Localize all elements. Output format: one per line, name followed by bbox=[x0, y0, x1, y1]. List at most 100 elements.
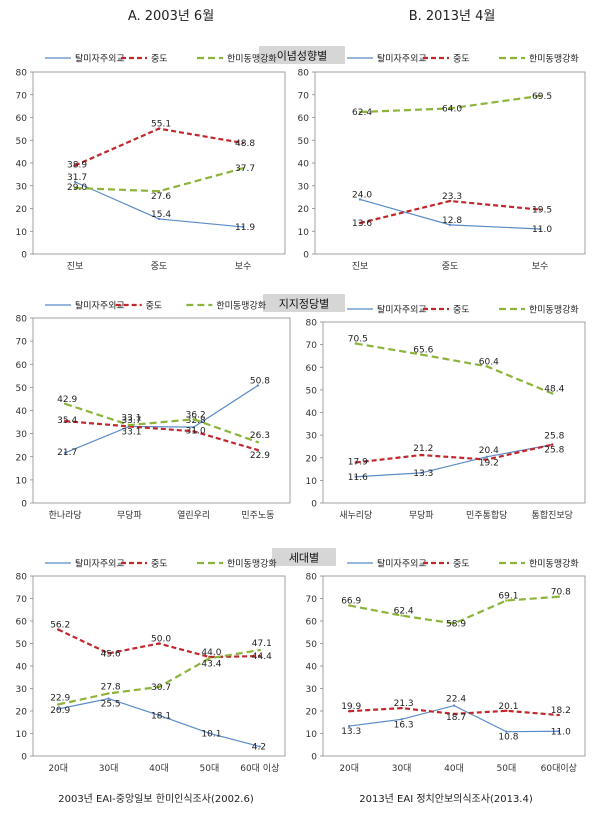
data-point bbox=[452, 712, 456, 716]
section-tag-generation: 세대별 bbox=[272, 548, 336, 566]
y-tick-label: 0 bbox=[303, 251, 309, 261]
series-line bbox=[58, 698, 260, 748]
data-point bbox=[420, 471, 423, 475]
legend-label: 한미동맹강화 bbox=[529, 54, 579, 65]
data-point bbox=[192, 425, 195, 429]
data-label: 33.1 bbox=[121, 427, 141, 437]
data-point bbox=[241, 225, 245, 229]
section-tag-ideology: 이념성향별 bbox=[259, 46, 345, 64]
data-label: 11.0 bbox=[532, 225, 552, 235]
data-point bbox=[73, 180, 77, 184]
x-tick-label: 50대 bbox=[497, 763, 517, 774]
data-point bbox=[448, 199, 452, 203]
y-tick-label: 80 bbox=[16, 69, 28, 79]
legend-label: 중도 bbox=[151, 54, 168, 65]
data-label: 65.6 bbox=[413, 346, 433, 356]
data-point bbox=[192, 418, 195, 421]
data-label: 38.9 bbox=[67, 161, 87, 171]
y-tick-label: 70 bbox=[16, 338, 28, 348]
data-point bbox=[241, 141, 245, 145]
data-label: 20.9 bbox=[50, 706, 70, 716]
data-point bbox=[448, 107, 452, 110]
plot-frame bbox=[322, 575, 586, 757]
data-point bbox=[557, 595, 560, 598]
data-point bbox=[258, 648, 261, 652]
y-tick-label: 20 bbox=[16, 708, 28, 718]
data-point bbox=[63, 419, 67, 423]
y-tick-label: 50 bbox=[16, 640, 28, 650]
data-point bbox=[348, 604, 351, 607]
data-point bbox=[157, 714, 161, 717]
y-tick-label: 40 bbox=[306, 663, 318, 673]
data-label: 19.2 bbox=[479, 459, 499, 469]
y-tick-label: 30 bbox=[306, 432, 318, 442]
y-tick-label: 50 bbox=[16, 384, 28, 394]
legend: 탈미자주외교 중도 한미동맹강화 bbox=[45, 53, 277, 65]
section-tag-label: 지지정당별 bbox=[279, 298, 330, 311]
data-point bbox=[358, 198, 362, 201]
legend-label: 중도 bbox=[151, 559, 168, 570]
data-point bbox=[551, 443, 554, 446]
legend-label: 중도 bbox=[453, 305, 470, 316]
data-label: 35.4 bbox=[57, 416, 77, 426]
y-tick-label: 70 bbox=[306, 595, 318, 605]
series-line bbox=[355, 443, 553, 464]
y-tick-label: 10 bbox=[16, 476, 28, 486]
y-tick-label: 80 bbox=[306, 319, 318, 329]
data-point bbox=[57, 628, 60, 631]
data-label: 22.4 bbox=[446, 695, 466, 705]
data-label: 45.6 bbox=[101, 649, 121, 659]
data-label: 19.5 bbox=[532, 206, 552, 216]
y-tick-label: 50 bbox=[306, 640, 318, 650]
data-label: 22.9 bbox=[250, 451, 270, 461]
data-point bbox=[258, 745, 261, 748]
data-point bbox=[208, 732, 211, 735]
y-tick-label: 50 bbox=[16, 137, 28, 147]
chart-b-5: 0 10 20 30 40 50 60 70 80 20대 30대 40대 50대 60대이상 탈미자주외교… bbox=[306, 558, 586, 774]
data-point bbox=[452, 622, 456, 625]
panel-a-header: A. 2003년 6월 bbox=[128, 9, 214, 24]
data-label: 27.6 bbox=[151, 192, 171, 202]
series-line bbox=[57, 648, 260, 706]
data-point bbox=[157, 685, 161, 689]
y-tick-label: 20 bbox=[306, 454, 318, 464]
data-label: 26.3 bbox=[250, 431, 270, 441]
x-tick-label: 진보 bbox=[67, 261, 84, 272]
legend-label: 탈미자주외교 bbox=[377, 53, 427, 65]
y-tick-label: 80 bbox=[306, 573, 318, 583]
data-label: 13.3 bbox=[341, 727, 361, 737]
data-point bbox=[452, 704, 456, 707]
x-tick-label: 무당파 bbox=[409, 510, 435, 521]
data-label: 18.7 bbox=[446, 713, 466, 723]
data-point bbox=[256, 384, 260, 387]
data-label: 42.9 bbox=[57, 395, 77, 405]
data-point bbox=[157, 642, 161, 645]
y-tick-label: 0 bbox=[21, 251, 27, 261]
data-label: 48.4 bbox=[544, 384, 564, 394]
section-tag-party: 지지정당별 bbox=[263, 294, 345, 312]
y-tick-label: 10 bbox=[306, 477, 318, 487]
data-point bbox=[538, 208, 542, 211]
data-point bbox=[505, 730, 508, 733]
y-tick-label: 10 bbox=[298, 228, 310, 238]
data-label: 56.2 bbox=[50, 621, 70, 631]
data-point bbox=[57, 707, 60, 711]
data-label: 70.5 bbox=[348, 334, 368, 344]
data-label: 18.2 bbox=[551, 706, 571, 716]
data-point bbox=[107, 652, 110, 655]
y-tick-label: 40 bbox=[16, 663, 28, 673]
legend-label: 한미동맹강화 bbox=[529, 305, 579, 316]
data-point bbox=[448, 223, 452, 227]
x-tick-label: 20대 bbox=[48, 763, 68, 774]
data-point bbox=[208, 657, 211, 660]
data-label: 33.7 bbox=[121, 416, 141, 426]
y-tick-label: 0 bbox=[311, 753, 317, 763]
y-tick-label: 0 bbox=[21, 753, 27, 763]
data-point bbox=[400, 614, 403, 617]
data-point bbox=[57, 703, 60, 706]
y-tick-label: 30 bbox=[298, 182, 310, 192]
y-tick-label: 30 bbox=[306, 685, 318, 695]
data-label: 48.8 bbox=[235, 139, 255, 149]
data-label: 10.8 bbox=[498, 733, 518, 743]
